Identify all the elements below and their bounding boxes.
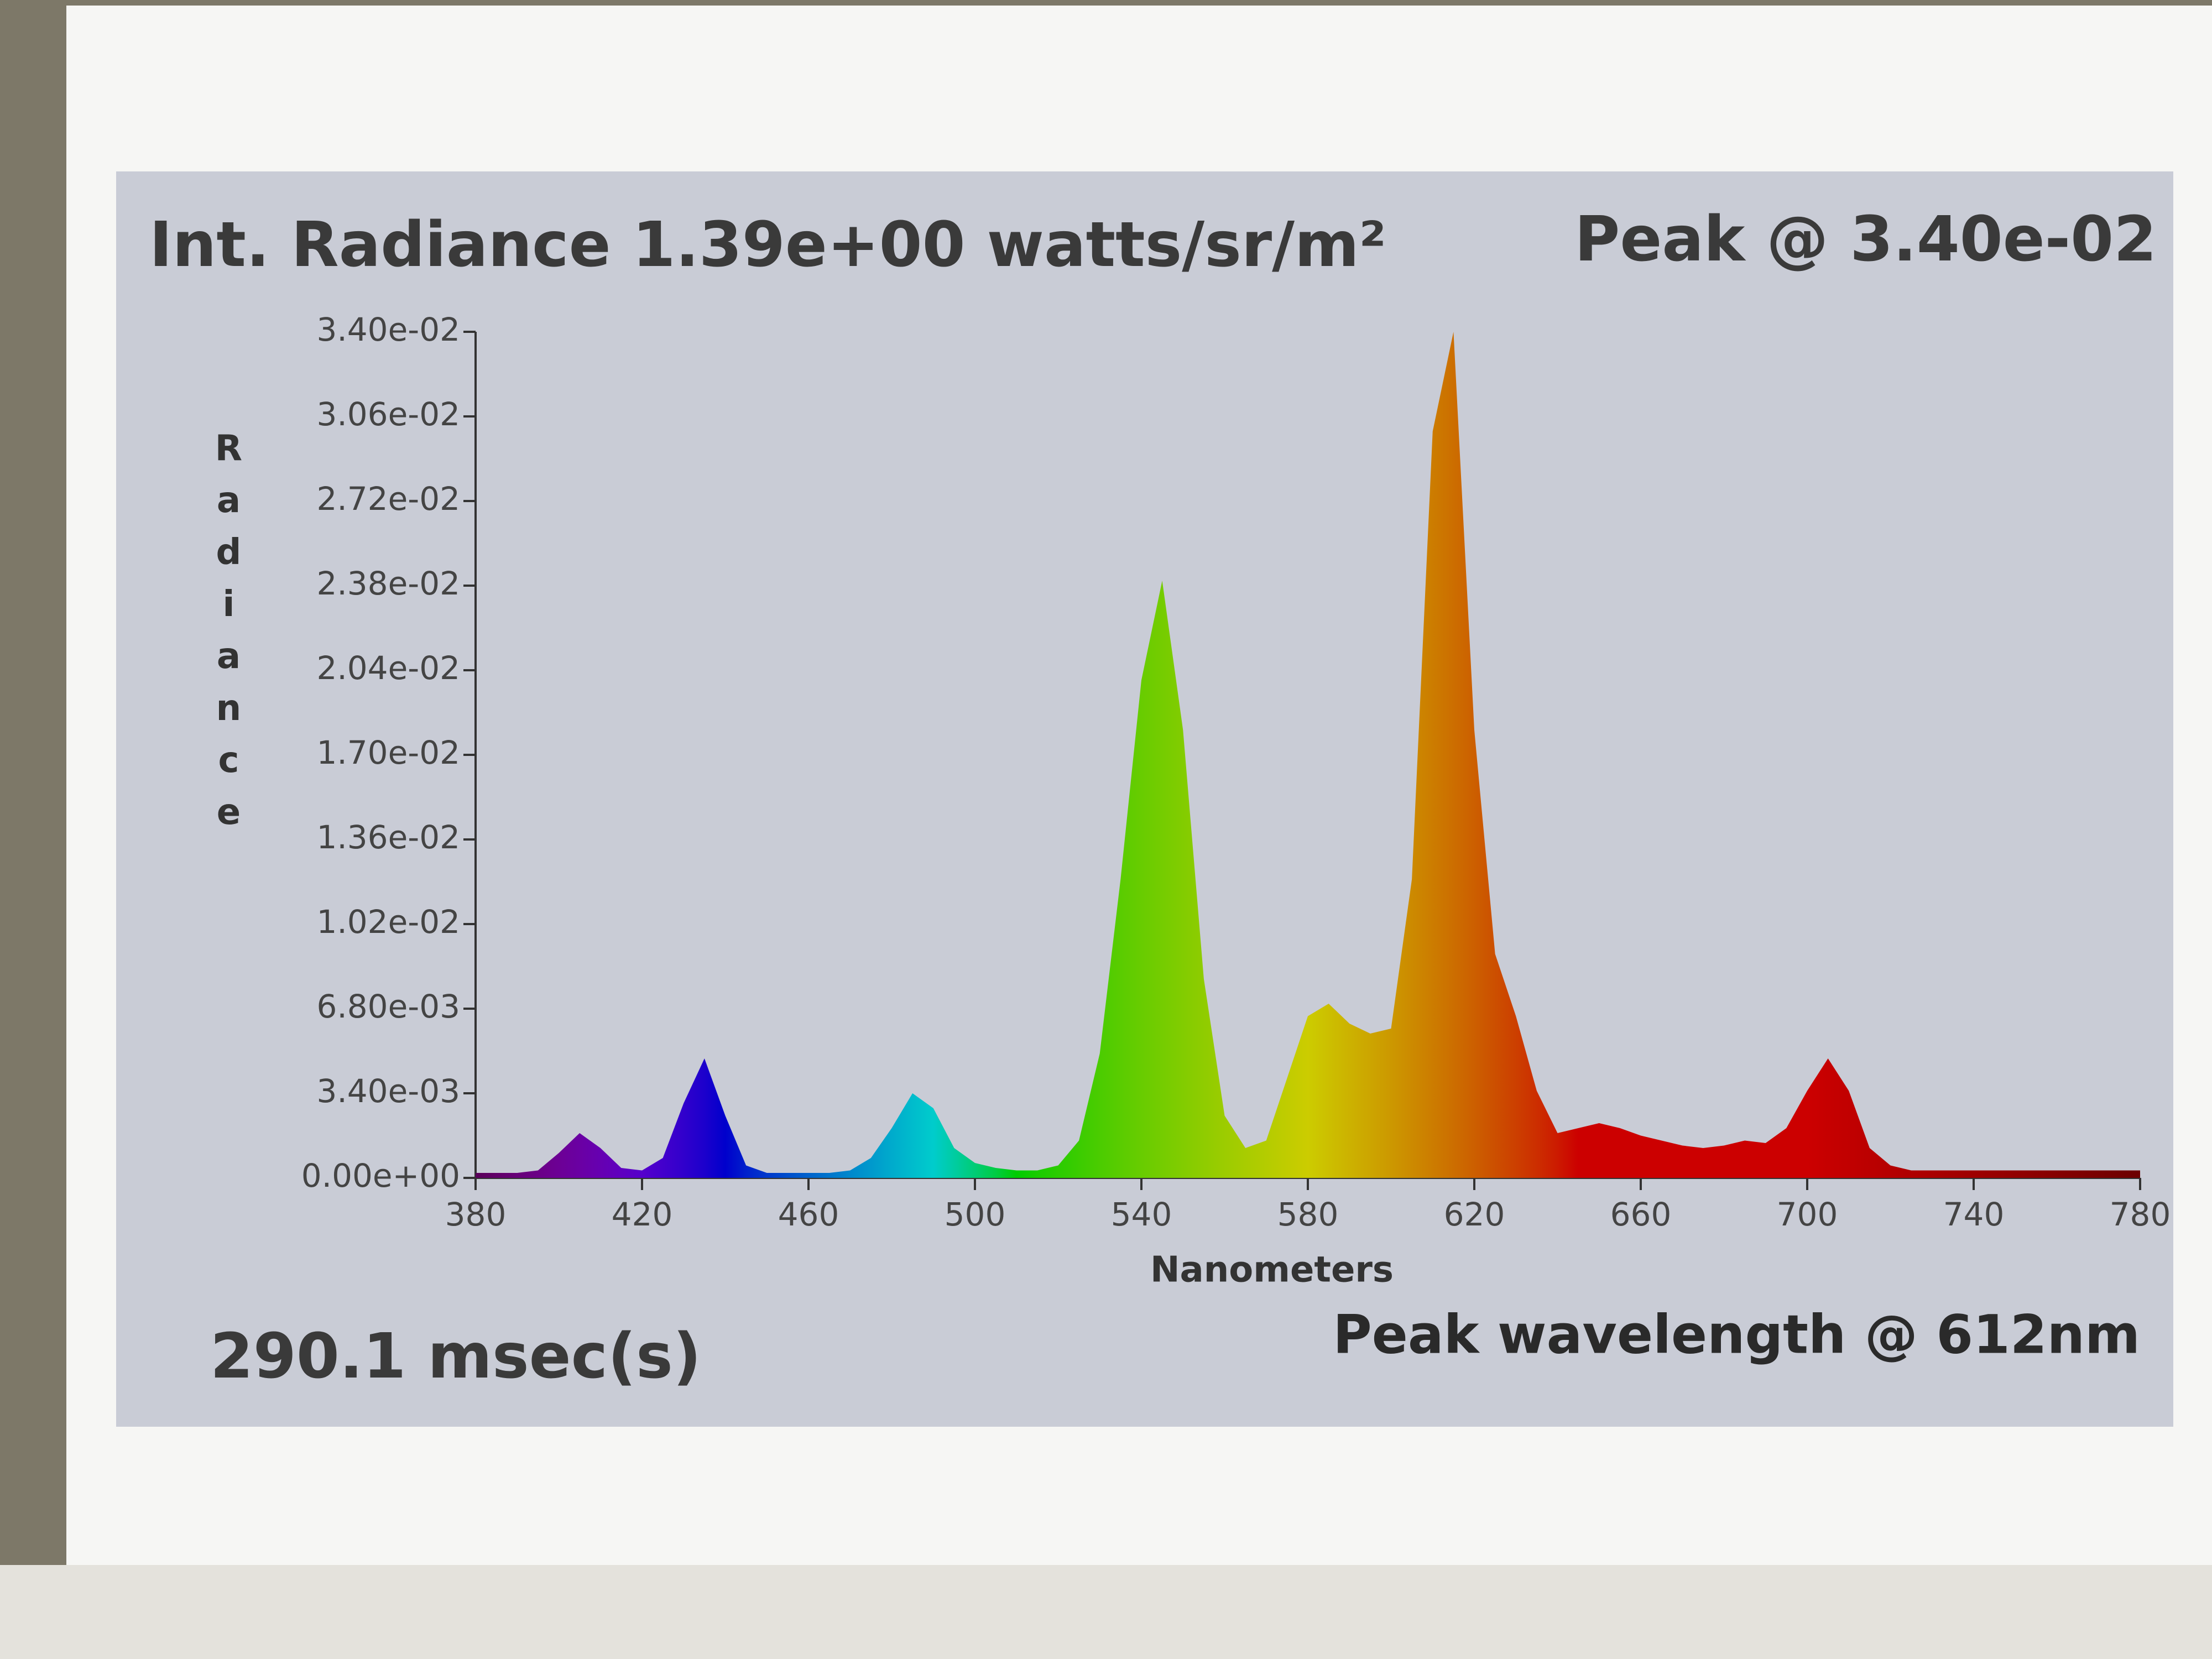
annotation: 290.1 msec(s) <box>210 1321 701 1392</box>
sleeve-edge <box>0 1565 2212 1659</box>
y-tick-label: 6.80e-03 <box>316 988 460 1025</box>
y-tick-label: 2.38e-02 <box>316 565 460 602</box>
x-tick-label: 540 <box>1111 1196 1172 1233</box>
y-tick-label: 3.40e-02 <box>316 311 460 348</box>
x-tick-label: 580 <box>1277 1196 1339 1233</box>
x-tick-label: 780 <box>2110 1196 2171 1233</box>
x-tick-label: 740 <box>1943 1196 2005 1233</box>
x-tick-label: 660 <box>1610 1196 1672 1233</box>
x-tick-label: 620 <box>1444 1196 1505 1233</box>
y-tick-label: 1.36e-02 <box>316 818 460 856</box>
x-tick-label: 380 <box>445 1196 507 1233</box>
y-tick-label: 3.06e-02 <box>316 395 460 433</box>
x-axis-label: Nanometers <box>1150 1250 1394 1291</box>
y-tick-label: 2.72e-02 <box>316 480 460 518</box>
subtitle: Peak @ 3.40e-02 <box>1574 204 2157 275</box>
y-tick-label: 1.02e-02 <box>316 903 460 941</box>
y-tick-label: 0.00e+00 <box>301 1157 460 1194</box>
x-tick-label: 420 <box>612 1196 673 1233</box>
annotation: Peak wavelength @ 612nm <box>1333 1303 2140 1365</box>
chart-title: Int. Radiance 1.39e+00 watts/sr/m² <box>149 209 1386 281</box>
y-axis-label: Radiance <box>208 428 249 844</box>
y-tick-label: 3.40e-03 <box>316 1072 460 1110</box>
x-tick-label: 460 <box>778 1196 839 1233</box>
y-tick-label: 2.04e-02 <box>316 649 460 687</box>
x-tick-label: 500 <box>945 1196 1006 1233</box>
x-tick-label: 700 <box>1777 1196 1838 1233</box>
y-tick-label: 1.70e-02 <box>316 734 460 771</box>
